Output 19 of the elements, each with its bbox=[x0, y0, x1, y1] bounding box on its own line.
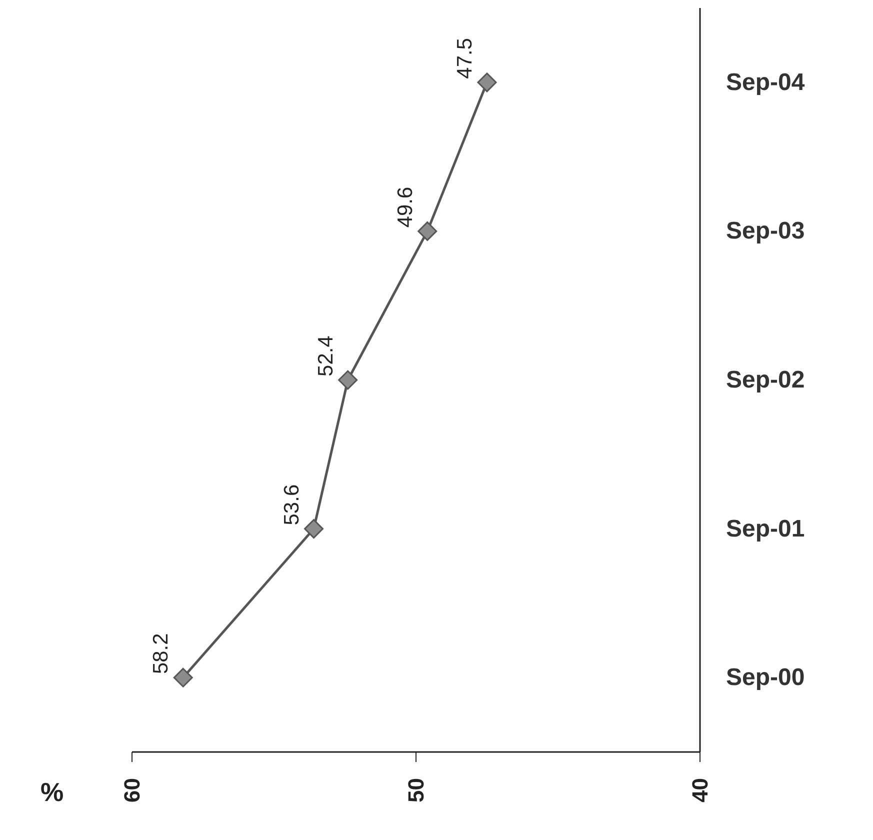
x-tick-label: 40 bbox=[688, 778, 712, 802]
point bbox=[418, 221, 438, 241]
data-label: 53.6 bbox=[280, 484, 304, 526]
point bbox=[173, 668, 193, 688]
data-label: 49.6 bbox=[394, 186, 417, 228]
data-label: 47.5 bbox=[454, 38, 476, 79]
y-tick-label: Sep-03 bbox=[726, 218, 805, 245]
x-tick-label: 60 bbox=[120, 778, 144, 802]
data-label: 52.4 bbox=[314, 335, 338, 376]
x-axis-title: % bbox=[40, 777, 64, 807]
point bbox=[477, 72, 497, 92]
point bbox=[304, 519, 324, 539]
point bbox=[338, 370, 358, 390]
y-tick-label: Sep-01 bbox=[726, 515, 805, 542]
y-tick-label: Sep-04 bbox=[726, 68, 806, 96]
data-label: 58.2 bbox=[150, 633, 173, 674]
y-tick-label: Sep-00 bbox=[726, 664, 805, 692]
x-tick-label: 50 bbox=[404, 778, 428, 802]
y-tick-label: Sep-02 bbox=[726, 366, 805, 394]
